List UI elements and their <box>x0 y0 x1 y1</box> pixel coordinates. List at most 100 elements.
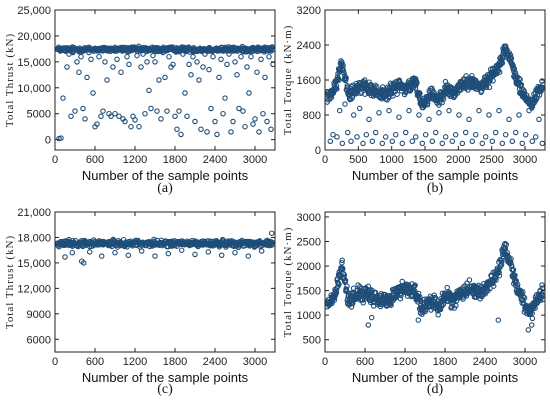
data-point <box>529 310 535 317</box>
data-point <box>98 113 104 120</box>
data-point <box>509 138 516 145</box>
data-point <box>80 105 86 112</box>
x-tick-label: 3000 <box>243 356 267 368</box>
data-point <box>519 140 526 147</box>
data-point <box>396 114 402 120</box>
x-axis-label: Number of the sample points <box>352 370 519 385</box>
data-point <box>160 49 166 56</box>
data-point <box>446 107 452 114</box>
plot-frame <box>54 211 276 353</box>
y-tick-label: 20,000 <box>17 31 51 43</box>
data-point <box>264 118 270 125</box>
data-point <box>224 61 230 68</box>
data-point <box>379 140 386 147</box>
data-point <box>343 75 349 81</box>
data-point <box>78 53 84 60</box>
data-point <box>258 56 264 63</box>
data-point <box>536 116 542 123</box>
data-point <box>534 95 540 102</box>
data-point <box>102 59 108 65</box>
data-point <box>196 77 202 83</box>
data-point <box>539 282 545 288</box>
data-point <box>202 51 208 57</box>
x-tick-label: 600 <box>356 356 374 368</box>
data-point <box>331 297 338 303</box>
data-point <box>232 249 238 256</box>
data-point <box>439 140 446 147</box>
x-tick-label: 600 <box>86 154 104 166</box>
data-point <box>86 249 93 255</box>
data-point <box>112 249 118 256</box>
y-tick-label: 1000 <box>297 310 321 322</box>
data-point <box>517 76 523 83</box>
x-axis-label: Number of the sample points <box>82 370 249 385</box>
data-point <box>363 131 370 138</box>
data-point <box>190 53 196 60</box>
data-point <box>110 64 116 70</box>
data-point <box>462 129 469 136</box>
data-point <box>436 110 442 116</box>
y-tick-label: 2000 <box>297 261 321 273</box>
y-tick-label: 10,000 <box>17 83 51 95</box>
data-point <box>350 112 357 118</box>
data-point <box>68 113 74 120</box>
data-point <box>516 75 522 82</box>
data-point <box>496 107 502 114</box>
panel-caption: (c) <box>157 382 173 397</box>
y-tick-label: 3000 <box>297 212 321 224</box>
data-point <box>76 69 82 75</box>
data-point <box>126 61 132 68</box>
data-point <box>336 77 342 83</box>
data-point <box>86 49 92 56</box>
data-point <box>336 107 343 114</box>
x-axis-label: Number of the sample points <box>352 168 519 183</box>
data-point <box>486 84 493 91</box>
data-point <box>178 131 184 138</box>
data-point <box>266 53 272 60</box>
data-point <box>218 56 224 63</box>
data-point <box>60 95 66 101</box>
x-tick-label: 3000 <box>513 154 537 166</box>
data-point <box>409 138 416 145</box>
data-point <box>476 107 482 114</box>
data-point <box>449 138 456 145</box>
x-tick-label: 0 <box>322 154 328 166</box>
data-point <box>164 108 170 114</box>
data-point <box>200 64 206 70</box>
data-point <box>138 64 144 70</box>
data-point <box>508 256 514 262</box>
data-point <box>82 116 88 122</box>
data-point <box>96 53 102 60</box>
data-point <box>216 74 222 81</box>
panel-caption: (b) <box>427 181 444 196</box>
data-point <box>373 83 380 90</box>
data-point <box>502 131 509 138</box>
data-point <box>128 123 134 130</box>
data-point <box>459 140 466 147</box>
data-point <box>258 248 265 254</box>
data-point <box>417 90 423 97</box>
data-point <box>499 259 505 265</box>
data-point <box>354 134 360 140</box>
plot-frame <box>324 211 546 353</box>
data-point <box>80 260 87 266</box>
data-point <box>506 116 512 123</box>
data-point <box>165 250 172 257</box>
data-point <box>397 295 404 302</box>
data-point <box>489 138 496 145</box>
x-tick-label: 2000 <box>446 154 470 166</box>
data-point <box>58 135 64 141</box>
x-tick-label: 0 <box>322 356 328 368</box>
data-point <box>136 123 142 130</box>
data-point <box>469 72 475 79</box>
data-point <box>415 317 422 323</box>
data-point <box>268 126 274 133</box>
y-tick-label: 25,000 <box>17 5 51 17</box>
data-point <box>466 277 473 283</box>
y-axis-label: Total Thrust (kN) <box>4 235 16 329</box>
data-point <box>140 51 146 57</box>
x-tick-label: 1800 <box>163 356 187 368</box>
data-point <box>339 259 345 266</box>
data-point <box>220 110 226 117</box>
data-point <box>88 56 94 63</box>
